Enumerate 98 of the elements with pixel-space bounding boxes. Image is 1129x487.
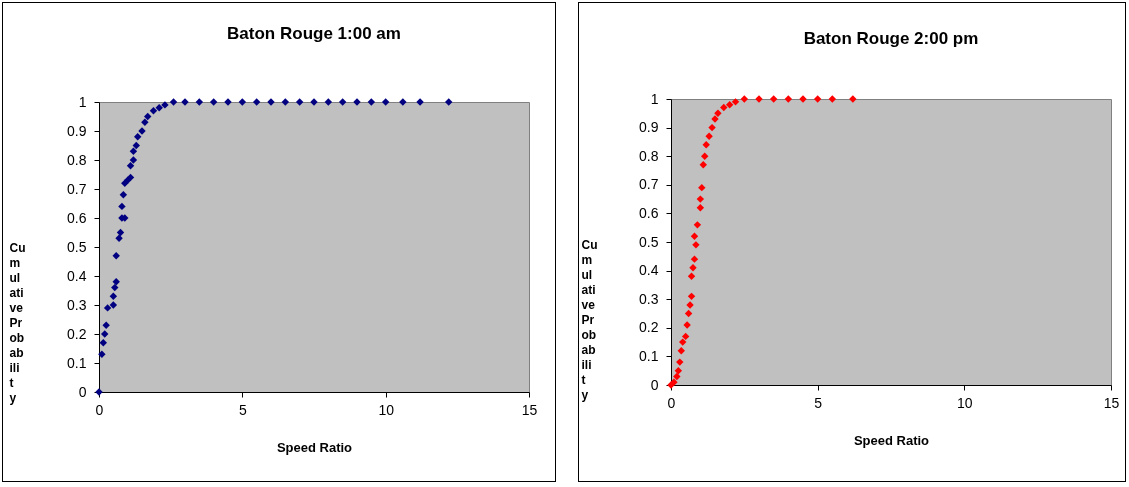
chart-title: Baton Rouge 1:00 am [227,24,401,43]
x-tick-label: 15 [1103,394,1120,411]
point [169,98,178,106]
point [690,232,699,240]
point [102,321,110,330]
y-tick-label: 0.9 [639,119,659,136]
y-tick-label: 0.8 [67,151,87,168]
point [149,106,158,115]
point [701,152,709,160]
y-tick-label: 0.1 [639,347,659,364]
point [338,98,347,106]
point [679,338,687,346]
y-tick-label: 0.4 [67,267,87,284]
point [111,283,119,292]
point [687,292,696,301]
point [702,141,710,149]
y-tick-label: 0.8 [639,147,659,164]
y-tick-label: 0.3 [639,290,659,307]
x-tick-label: 15 [521,401,538,418]
point [109,301,118,309]
y-tick-label: 1 [78,93,87,110]
point [720,103,728,112]
point [112,251,120,260]
y-tick-label: 0.6 [67,209,87,226]
point [828,95,837,103]
x-tick-label: 10 [957,394,973,411]
point [677,346,685,355]
point [725,101,734,109]
point [252,98,261,106]
point [112,278,120,286]
point [681,332,690,341]
x-axis-title: Speed Ratio [853,432,930,448]
point [115,234,123,243]
y-tick-label: 0.3 [67,296,87,313]
y-tick-label: 0.6 [639,204,659,221]
y-tick-label: 0 [650,376,659,393]
point [98,350,106,359]
x-tick-label: 10 [378,401,395,418]
x-tick-label: 0 [95,401,104,418]
x-tick-label: 0 [667,394,676,411]
point [698,183,706,192]
point [731,98,740,106]
text: Cumulative Probability [581,237,598,402]
point [281,98,290,106]
point [696,195,705,203]
y-tick-label: 0.7 [67,180,87,197]
point [690,255,699,263]
point [209,98,218,106]
y-tick-label: 0.1 [67,354,87,371]
point [129,156,138,164]
point [99,338,108,347]
point [109,292,118,301]
y-tick-label: 0.5 [639,233,659,250]
point [324,98,333,106]
point [129,147,138,156]
y-tick-label: 1 [650,90,659,107]
point [699,161,707,169]
point [676,358,684,366]
x-tick-label: 5 [814,394,823,411]
point [673,372,681,381]
point [103,304,112,312]
point [126,162,135,170]
point [295,98,304,106]
point [195,98,204,106]
point [714,109,722,118]
point [119,191,128,199]
y-tick-label: 0.5 [67,238,87,255]
y-tick-label: 0.9 [67,122,87,139]
point [674,366,683,375]
point [769,95,778,103]
point [684,309,693,318]
x-axis-title: Speed Ratio [276,439,353,455]
point [784,95,793,103]
point [155,104,163,112]
point [740,95,749,103]
point [705,132,713,140]
y-tick-label: 0.7 [639,176,659,193]
y-tick-label: 0.2 [639,319,659,336]
y-tick-label: 0.2 [67,325,87,342]
point [367,98,376,106]
chart-title: Baton Rouge 2:00 pm [803,29,979,48]
text: Cumulative Probability [9,240,26,405]
x-tick-label: 5 [238,401,247,418]
point [813,95,822,103]
point [381,98,390,106]
point [144,112,152,121]
y-tick-label: 0.4 [639,262,659,279]
point [133,133,142,141]
point [116,228,125,237]
point [708,123,716,132]
point [687,272,696,281]
point [693,221,702,229]
y-tick-label: 0 [78,383,87,400]
point [141,118,149,127]
point [238,98,247,106]
point [118,202,126,211]
point [696,203,705,212]
point [132,141,140,150]
